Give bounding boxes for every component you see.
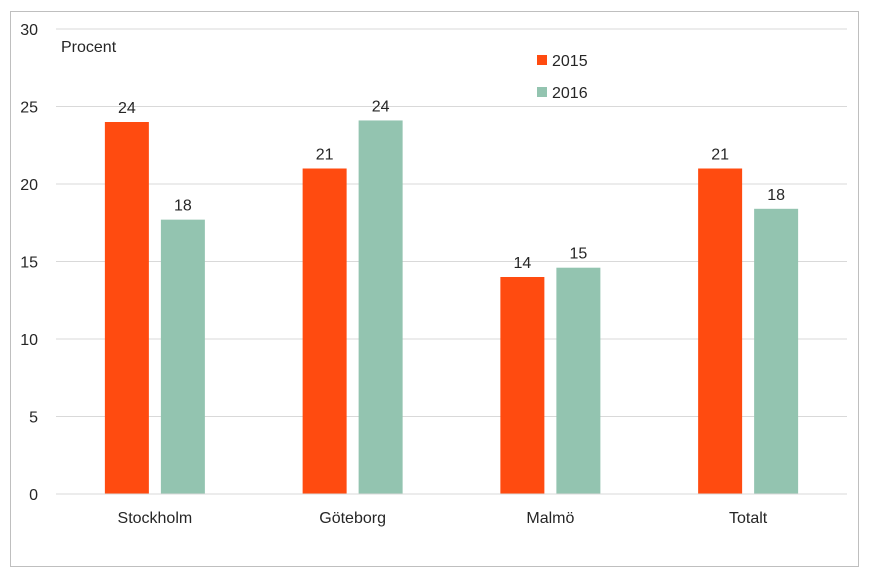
bar-2016-stockholm [160,219,205,494]
y-tick-label: 30 [20,22,38,39]
bar-2015-göteborg [302,168,347,494]
x-tick-label: Stockholm [118,510,193,527]
y-tick-label: 5 [29,410,38,427]
data-label: 24 [372,98,390,115]
bar-2016-göteborg [358,120,403,494]
bars [104,120,799,495]
data-label: 18 [767,187,785,204]
y-tick-label: 0 [29,487,38,504]
bar-2016-totalt [754,208,799,495]
y-tick-label: 25 [20,100,38,117]
data-label: 24 [118,100,136,117]
data-label: 18 [174,198,192,215]
data-label: 21 [711,147,729,164]
x-tick-label: Malmö [526,510,574,527]
y-tick-label: 20 [20,177,38,194]
y-axis-label: Procent [61,39,117,56]
legend-swatch [537,55,547,65]
legend-label: 2015 [552,53,588,70]
data-label: 14 [513,255,531,272]
y-tick-label: 15 [20,255,38,272]
data-labels: 24 18 21 24 14 15 21 18 [118,98,785,272]
bar-2015-malmö [500,277,545,494]
bar-2016-malmö [556,267,601,494]
x-tick-label: Göteborg [319,510,386,527]
legend: 2015 2016 [537,53,588,102]
bar-2015-totalt [698,168,743,494]
x-axis-ticks: Stockholm Göteborg Malmö Totalt [118,510,768,527]
bar-2015-stockholm [104,122,149,494]
legend-swatch [537,87,547,97]
data-label: 21 [316,147,334,164]
y-tick-label: 10 [20,332,38,349]
legend-label: 2016 [552,85,588,102]
y-axis-ticks: 0 5 10 15 20 25 30 [20,22,38,504]
data-label: 15 [569,246,587,263]
x-tick-label: Totalt [729,510,768,527]
